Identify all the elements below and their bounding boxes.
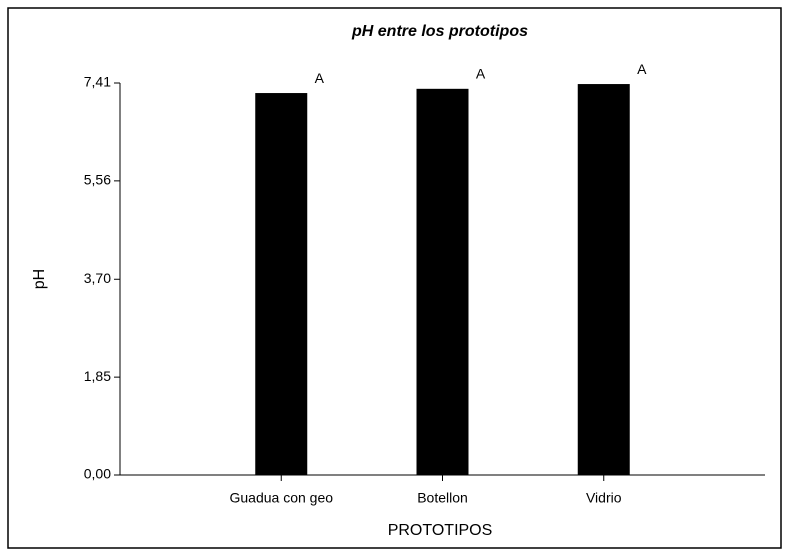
x-tick-label: Botellon: [417, 490, 468, 506]
bar: [577, 84, 630, 475]
x-axis-label: PROTOTIPOS: [388, 522, 493, 539]
annotation: A: [476, 66, 486, 82]
bar: [255, 93, 308, 476]
annotation: A: [315, 70, 325, 86]
y-tick-label: 0,00: [84, 466, 111, 482]
x-tick-label: Vidrio: [586, 490, 622, 506]
y-tick-label: 3,70: [84, 270, 111, 286]
y-tick-label: 5,56: [84, 172, 111, 188]
chart-title: pH entre los prototipos: [351, 23, 528, 40]
y-axis-label: pH: [31, 269, 48, 289]
annotation: A: [637, 61, 647, 77]
y-tick-label: 1,85: [84, 368, 111, 384]
bar: [416, 88, 469, 476]
y-tick-label: 7,41: [84, 74, 111, 90]
x-tick-label: Guadua con geo: [229, 490, 333, 506]
frame: [7, 7, 782, 549]
